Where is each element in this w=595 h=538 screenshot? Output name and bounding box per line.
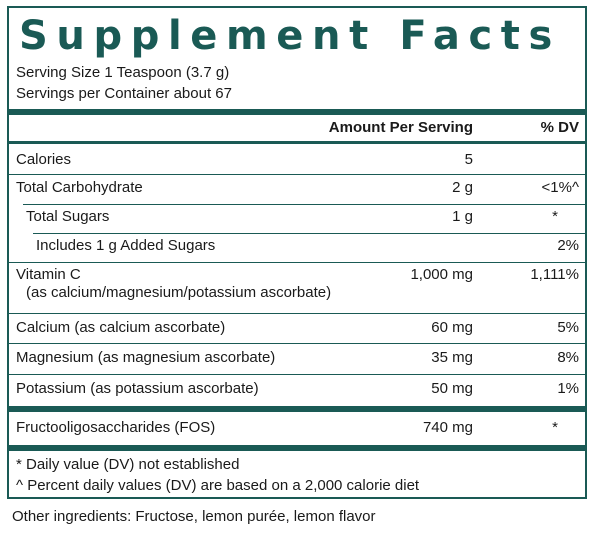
footnote-percent-daily-values: ^ Percent daily values (DV) are based on… — [16, 477, 420, 494]
row-dv-calcium: 5% — [557, 319, 579, 336]
row-amount-potassium: 50 mg — [431, 380, 473, 397]
row-dv-vitamin-c: 1,111% — [530, 266, 579, 283]
row-name-magnesium: Magnesium (as magnesium ascorbate) — [16, 349, 276, 366]
row-amount-total-carbohydrate: 2 g — [452, 179, 473, 196]
row-amount-fos: 740 mg — [422, 419, 473, 436]
row-name-potassium: Potassium (as potassium ascorbate) — [16, 380, 259, 397]
supplement-facts-panel: Supplement Facts Serving Size 1 Teaspoon… — [7, 6, 587, 499]
row-name-total-carbohydrate: Total Carbohydrate — [16, 179, 143, 196]
header-daily-value: % DV — [540, 119, 579, 136]
row-dv-magnesium: 8% — [557, 349, 579, 366]
row-name-vitamin-c: Vitamin C — [16, 266, 81, 283]
row-amount-vitamin-c: 1,000 mg — [410, 266, 473, 283]
row-name-calcium: Calcium (as calcium ascorbate) — [16, 319, 226, 336]
row-dv-potassium: 1% — [557, 380, 579, 397]
header-divider — [9, 141, 585, 144]
header-amount-per-serving: Amount Per Serving — [328, 119, 473, 136]
row-name-calories: Calories — [16, 151, 72, 168]
row-dv-fos: * — [552, 419, 558, 436]
serving-size: Serving Size 1 Teaspoon (3.7 g) — [16, 64, 230, 81]
row-name-fos: Fructooligosaccharides (FOS) — [16, 419, 216, 436]
row-amount-calories: 5 — [464, 151, 473, 168]
row-divider — [9, 374, 585, 375]
row-divider — [33, 233, 585, 234]
footnote-dv-not-established: * Daily value (DV) not established — [16, 456, 240, 473]
row-amount-total-sugars: 1 g — [452, 208, 473, 225]
panel-title: Supplement Facts — [19, 13, 561, 59]
other-ingredients: Other ingredients: Fructose, lemon purée… — [12, 508, 376, 525]
row-dv-added-sugars: 2% — [557, 237, 579, 254]
row-name-added-sugars: Includes 1 g Added Sugars — [36, 237, 216, 254]
row-divider — [23, 204, 585, 205]
thick-divider-middle — [9, 406, 585, 412]
row-name-total-sugars: Total Sugars — [26, 208, 110, 225]
row-amount-calcium: 60 mg — [431, 319, 473, 336]
row-dv-total-sugars: * — [552, 208, 558, 225]
row-subname-vitamin-c: (as calcium/magnesium/potassium ascorbat… — [26, 284, 332, 301]
thick-divider-bottom — [9, 445, 585, 451]
row-divider — [9, 174, 585, 175]
row-amount-magnesium: 35 mg — [431, 349, 473, 366]
row-divider — [9, 313, 585, 314]
row-dv-total-carbohydrate: <1%^ — [541, 179, 579, 196]
row-divider — [9, 262, 585, 263]
servings-per-container: Servings per Container about 67 — [16, 85, 232, 102]
thick-divider-top — [9, 109, 585, 115]
row-divider — [9, 343, 585, 344]
